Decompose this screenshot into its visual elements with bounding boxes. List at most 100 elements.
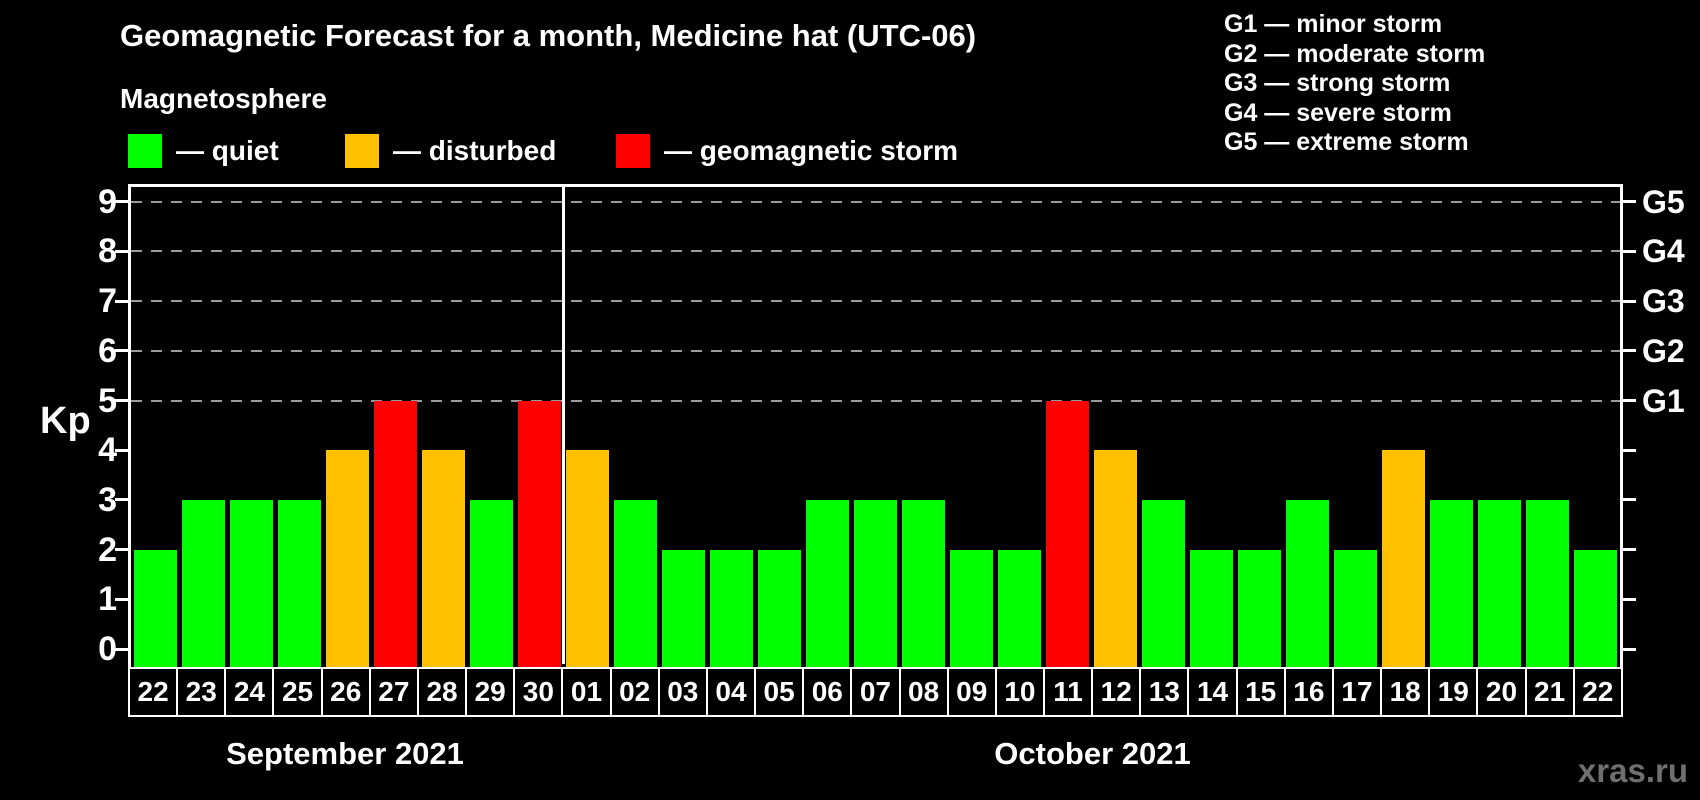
g-legend-line-3: G3 — strong storm — [1224, 69, 1451, 97]
chart-title: Geomagnetic Forecast for a month, Medici… — [120, 18, 977, 53]
right-tick-9 — [1623, 200, 1636, 204]
g-level-label-G4: G4 — [1642, 233, 1685, 270]
left-tick-7 — [115, 299, 128, 303]
left-tick-1 — [115, 597, 128, 601]
kp-bar-10 — [998, 549, 1042, 667]
kp-bar-14 — [1190, 549, 1234, 667]
y-tick-label-2: 2 — [98, 530, 117, 569]
legend-label-quiet: — quiet — [176, 135, 279, 166]
chart-subtitle: Magnetosphere — [120, 83, 327, 114]
date-cell-11: 11 — [1042, 667, 1094, 717]
date-cell-15: 15 — [1235, 667, 1286, 717]
date-cell-21: 21 — [1524, 667, 1575, 717]
date-cell-12: 12 — [1091, 667, 1142, 717]
right-tick-7 — [1623, 299, 1636, 303]
legend-item-disturbed: — disturbed — [345, 134, 556, 168]
right-tick-6 — [1623, 349, 1636, 353]
left-tick-8 — [115, 249, 128, 253]
g-legend-line-1: G1 — minor storm — [1224, 10, 1443, 38]
date-cell-09: 09 — [946, 667, 997, 717]
g-legend-line-5: G5 — extreme storm — [1224, 128, 1469, 156]
y-tick-label-7: 7 — [98, 282, 117, 321]
date-cell-22: 22 — [128, 667, 179, 717]
g-level-label-G5: G5 — [1642, 183, 1685, 220]
g-level-label-G3: G3 — [1642, 283, 1685, 320]
kp-bar-25 — [277, 499, 321, 667]
left-tick-9 — [115, 200, 128, 204]
g-legend-line-4: G4 — severe storm — [1224, 98, 1452, 127]
kp-bar-27 — [373, 400, 417, 667]
disturbed-swatch — [345, 134, 379, 168]
right-tick-4 — [1623, 448, 1636, 452]
kp-bar-07 — [853, 499, 897, 667]
date-cell-04: 04 — [705, 667, 757, 717]
right-tick-8 — [1623, 249, 1636, 253]
legend-label-storm: — geomagnetic storm — [664, 135, 959, 166]
date-cell-10: 10 — [994, 667, 1045, 717]
left-tick-4 — [115, 448, 128, 452]
gridline-kp9 — [131, 200, 1620, 203]
date-cell-19: 19 — [1428, 667, 1479, 717]
date-cell-13: 13 — [1139, 667, 1190, 717]
watermark: xras.ru — [1577, 752, 1688, 789]
left-tick-3 — [115, 498, 128, 502]
kp-bar-23 — [181, 499, 225, 667]
date-cell-24: 24 — [224, 667, 275, 717]
kp-bar-17 — [1334, 549, 1378, 667]
kp-bar-20 — [1478, 499, 1522, 667]
date-cell-02: 02 — [609, 667, 660, 717]
date-cell-14: 14 — [1187, 667, 1238, 717]
y-tick-label-4: 4 — [98, 431, 117, 470]
left-tick-6 — [115, 349, 128, 353]
date-cell-23: 23 — [176, 667, 227, 717]
gridline-kp7 — [131, 300, 1620, 303]
kp-bar-18 — [1382, 450, 1426, 667]
right-tick-1 — [1623, 597, 1636, 601]
kp-bar-06 — [805, 499, 849, 667]
kp-bar-24 — [229, 499, 273, 667]
kp-bar-01 — [565, 450, 609, 667]
date-cell-03: 03 — [657, 667, 708, 717]
right-tick-3 — [1623, 498, 1636, 502]
kp-bar-03 — [661, 549, 705, 667]
kp-bar-08 — [902, 499, 946, 667]
date-cell-05: 05 — [754, 667, 805, 717]
kp-bar-29 — [469, 499, 513, 667]
kp-bar-22 — [1574, 549, 1618, 667]
date-cell-07: 07 — [850, 667, 901, 717]
date-cell-30: 30 — [513, 667, 564, 717]
g-legend-line-2: G2 — moderate storm — [1224, 39, 1486, 68]
date-cell-26: 26 — [320, 667, 371, 717]
kp-bar-16 — [1286, 499, 1330, 667]
gridline-kp8 — [131, 250, 1620, 253]
date-axis: 22 23 24 25 26 27 28 29 30 01 02 03 04 05 06 07 08 09 10 11… — [128, 667, 1623, 717]
quiet-swatch — [128, 134, 162, 168]
kp-bar-21 — [1526, 499, 1570, 667]
date-cell-16: 16 — [1283, 667, 1334, 717]
plot-area — [128, 184, 1623, 667]
kp-bar-22 — [133, 549, 177, 667]
date-cell-27: 27 — [368, 667, 419, 717]
month-separator — [561, 187, 565, 664]
g-level-label-G2: G2 — [1642, 332, 1685, 369]
right-tick-2 — [1623, 548, 1636, 552]
date-cell-17: 17 — [1331, 667, 1383, 717]
y-tick-label-1: 1 — [98, 580, 117, 619]
kp-bar-28 — [421, 450, 465, 667]
right-tick-0 — [1623, 647, 1636, 651]
date-cell-25: 25 — [272, 667, 323, 717]
y-tick-label-6: 6 — [98, 331, 117, 370]
kp-bar-04 — [709, 549, 753, 667]
date-cell-06: 06 — [802, 667, 853, 717]
kp-bar-09 — [950, 549, 994, 667]
kp-bar-15 — [1238, 549, 1282, 667]
date-cell-20: 20 — [1476, 667, 1527, 717]
legend-label-disturbed: — disturbed — [393, 135, 557, 166]
date-cell-08: 08 — [898, 667, 949, 717]
kp-bar-26 — [325, 450, 369, 667]
date-cell-22: 22 — [1572, 667, 1623, 717]
date-cell-29: 29 — [465, 667, 516, 717]
date-cell-01: 01 — [561, 667, 612, 717]
kp-bar-11 — [1046, 400, 1090, 667]
